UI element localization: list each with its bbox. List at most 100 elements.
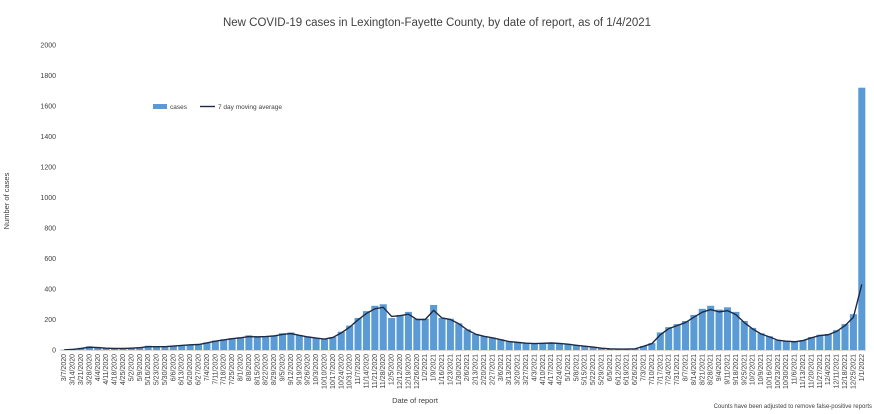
bar (514, 342, 522, 351)
bar (589, 346, 597, 350)
x-tick-label: 9/18/2021 (733, 354, 740, 385)
x-tick-label: 8/7/2021 (682, 354, 689, 381)
x-tick-label: 1/16/2021 (439, 354, 446, 385)
bar (253, 336, 261, 350)
bar (715, 309, 723, 350)
y-tick-label: 800 (44, 226, 56, 233)
x-tick-label: 12/25/2021 (850, 354, 857, 389)
bar (556, 343, 564, 350)
bar (337, 331, 345, 350)
x-tick-label: 7/10/2021 (649, 354, 656, 385)
bar (211, 340, 219, 350)
bar (404, 311, 412, 351)
x-tick-label: 5/22/2021 (590, 354, 597, 385)
x-tick-label: 11/21/2020 (372, 354, 379, 389)
bar (757, 333, 765, 350)
bar (379, 304, 387, 350)
bar (472, 333, 480, 350)
x-tick-label: 10/24/2020 (338, 354, 345, 389)
bar (598, 348, 606, 350)
bar (195, 344, 203, 350)
bar (681, 321, 690, 350)
x-tick-label: 4/18/2020 (112, 354, 119, 385)
bar (858, 87, 866, 350)
bar (572, 345, 580, 350)
bar (388, 317, 396, 350)
x-tick-label: 2/6/2021 (464, 354, 471, 381)
bar (749, 327, 757, 350)
x-tick-label: 7/11/2020 (212, 354, 219, 385)
x-tick-label: 10/31/2020 (347, 354, 354, 389)
bar (648, 343, 656, 350)
x-tick-label: 10/3/2020 (313, 354, 320, 385)
x-tick-label: 6/12/2021 (615, 354, 622, 385)
bar (136, 347, 144, 350)
x-tick-label: 1/2/2021 (422, 354, 429, 381)
x-tick-label: 11/13/2021 (800, 354, 807, 389)
x-tick-label: 5/1/2021 (565, 354, 572, 381)
x-tick-label: 2/27/2021 (489, 354, 496, 385)
y-tick-label: 0 (52, 348, 56, 355)
x-tick-label: 9/5/2020 (279, 354, 286, 381)
bar (186, 344, 194, 350)
x-tick-label: 10/2/2021 (750, 354, 757, 385)
bar (639, 346, 648, 350)
x-tick-label: 5/8/2021 (573, 354, 580, 381)
x-tick-label: 10/10/2020 (321, 354, 328, 389)
x-tick-label: 12/19/2020 (405, 354, 412, 389)
x-tick-label: 2/13/2021 (473, 354, 480, 385)
x-tick-label: 7/18/2020 (221, 354, 228, 385)
x-tick-label: 7/31/2021 (674, 354, 681, 385)
bar (312, 338, 320, 350)
x-tick-label: 3/27/2021 (523, 354, 530, 385)
x-tick-label: 11/20/2021 (808, 354, 815, 389)
x-tick-label: 5/16/2020 (145, 354, 152, 385)
y-tick-label: 2000 (40, 43, 56, 50)
x-tick-label: 4/3/2021 (531, 354, 538, 381)
x-tick-label: 11/28/2020 (380, 354, 387, 389)
bar (85, 346, 93, 350)
y-tick-label: 400 (44, 287, 56, 294)
x-tick-label: 4/10/2021 (540, 354, 547, 385)
x-tick-label: 3/28/2020 (86, 354, 93, 385)
x-tick-label: 12/4/2021 (825, 354, 832, 385)
x-tick-label: 3/20/2021 (515, 354, 522, 385)
x-tick-label: 6/6/2020 (170, 354, 177, 381)
x-tick-label: 3/13/2021 (506, 354, 513, 385)
bar (329, 337, 337, 350)
bar (287, 332, 295, 350)
moving-average-line (64, 284, 863, 351)
bar (203, 342, 211, 351)
x-tick-label: 9/25/2021 (741, 354, 748, 385)
x-tick-label: 5/30/2020 (162, 354, 169, 385)
x-tick-label: 6/27/2020 (196, 354, 203, 385)
bar (371, 305, 379, 350)
y-tick-label: 1200 (40, 165, 56, 172)
x-tick-label: 7/4/2020 (204, 354, 211, 381)
bar (295, 335, 303, 350)
bar (505, 341, 513, 350)
bar (270, 335, 278, 350)
x-tick-label: 10/9/2021 (758, 354, 765, 385)
x-tick-label: 7/25/2020 (229, 354, 236, 385)
y-axis-label: Number of cases (2, 172, 11, 229)
x-tick-label: 8/29/2020 (271, 354, 278, 385)
legend-label-moving-average: 7 day moving average (218, 104, 282, 111)
y-axis: 0 200 400 600 800 1000 1200 1400 1600 1800 2000 (40, 43, 56, 355)
x-tick-label: 1/23/2021 (447, 354, 454, 385)
bar-series (60, 87, 866, 351)
x-tick-label: 12/5/2020 (389, 354, 396, 385)
bar (127, 347, 135, 350)
x-tick-label: 8/28/2021 (708, 354, 715, 385)
bar (833, 330, 841, 350)
x-tick-label: 4/25/2020 (120, 354, 127, 385)
y-tick-label: 1600 (40, 104, 56, 111)
bar (774, 340, 782, 350)
y-tick-label: 1400 (40, 134, 56, 141)
x-tick-label: 10/16/2021 (766, 354, 773, 389)
x-tick-label: 10/30/2021 (783, 354, 790, 389)
x-tick-label: 5/23/2020 (154, 354, 161, 385)
y-tick-label: 1800 (40, 73, 56, 80)
bar (816, 334, 824, 350)
bar (656, 332, 664, 350)
